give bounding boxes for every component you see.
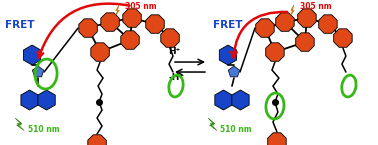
Text: 305 nm: 305 nm [125,2,156,11]
Polygon shape [79,19,97,37]
Text: 510 nm: 510 nm [28,125,60,134]
Polygon shape [123,9,141,27]
Polygon shape [219,45,237,65]
Polygon shape [268,133,286,145]
Polygon shape [208,118,217,131]
Text: H⁺: H⁺ [168,47,180,56]
Text: FRET: FRET [213,20,243,30]
Text: FRET: FRET [5,20,35,30]
Polygon shape [88,135,106,145]
Polygon shape [228,66,240,77]
Polygon shape [334,29,352,47]
Polygon shape [21,90,38,110]
Polygon shape [215,90,232,110]
Polygon shape [319,15,337,33]
Polygon shape [121,31,139,49]
Text: -H⁺: -H⁺ [168,73,184,82]
Polygon shape [101,13,119,31]
Polygon shape [146,15,164,33]
Text: 305 nm: 305 nm [300,2,332,11]
Polygon shape [23,45,41,65]
Polygon shape [15,118,24,131]
Polygon shape [298,9,316,27]
Text: 510 nm: 510 nm [220,125,252,134]
Polygon shape [232,90,249,110]
Polygon shape [276,13,294,31]
Polygon shape [266,43,284,61]
Polygon shape [256,19,274,37]
Polygon shape [290,5,294,16]
Polygon shape [296,33,314,51]
Polygon shape [33,66,44,77]
Polygon shape [38,90,55,110]
Polygon shape [161,29,179,47]
Polygon shape [91,43,109,61]
Polygon shape [115,5,119,16]
